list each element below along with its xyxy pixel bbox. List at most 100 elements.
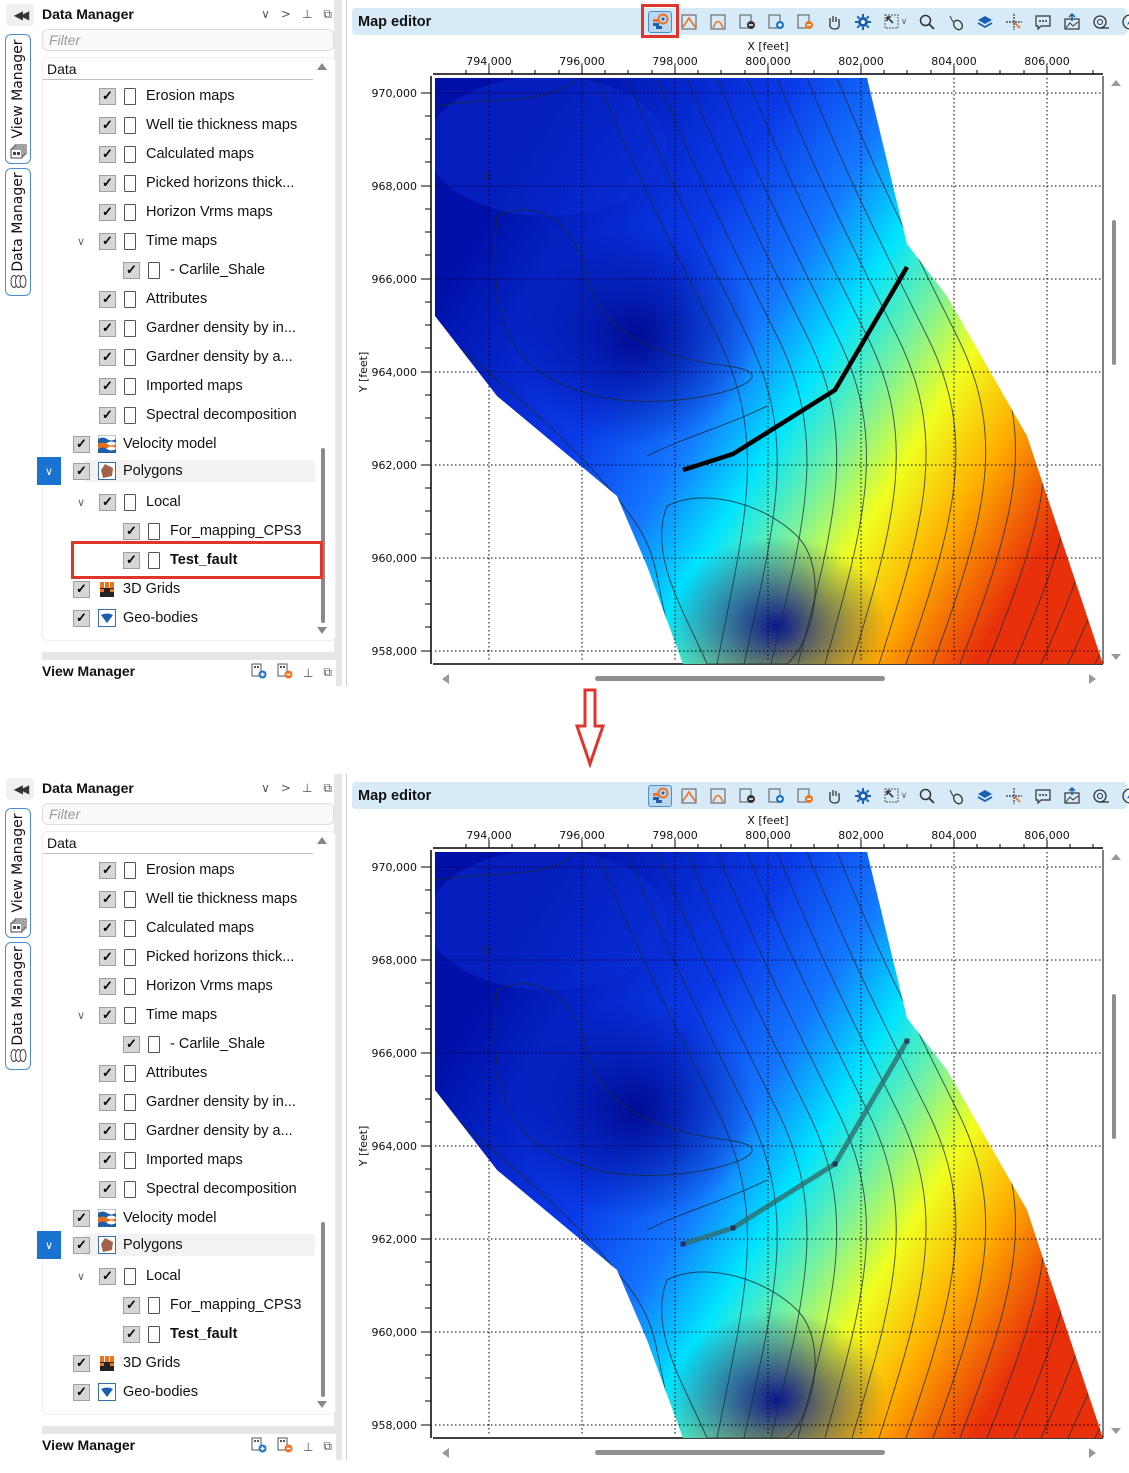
float-window-icon[interactable]: ⧉ <box>323 1439 332 1453</box>
tab-data-manager[interactable]: Data Manager <box>5 942 31 1070</box>
tree-item-spectral-decomposition[interactable]: ✓ Spectral decomposition <box>99 402 297 428</box>
polygon-to-fault-button[interactable] <box>648 784 672 807</box>
chevron-right-icon[interactable]: > <box>280 781 291 795</box>
filter-input[interactable]: Filter <box>42 29 334 51</box>
zoom-button[interactable] <box>915 785 939 807</box>
visibility-checkbox[interactable]: ✓ <box>99 87 116 105</box>
digitize-horizon-alt-button[interactable] <box>706 785 730 807</box>
visibility-checkbox[interactable]: ✓ <box>99 1151 116 1169</box>
tree-item-time-maps[interactable]: ∨ ✓ Time maps <box>75 1002 217 1028</box>
add-point-button[interactable] <box>764 785 788 807</box>
tree-item-local[interactable]: ∨ ✓ Local <box>75 489 181 515</box>
tree-item-carlile-shale[interactable]: ✓ - Carlile_Shale <box>123 1031 265 1057</box>
polygon-to-fault-button[interactable] <box>648 10 672 33</box>
visibility-checkbox[interactable]: ✓ <box>99 890 116 908</box>
float-window-icon[interactable]: ⧉ <box>323 6 332 21</box>
remove-view-icon[interactable] <box>277 1437 293 1456</box>
visibility-checkbox[interactable]: ✓ <box>99 145 116 163</box>
visibility-checkbox[interactable]: ✓ <box>73 462 90 480</box>
visibility-checkbox[interactable]: ✓ <box>73 609 90 627</box>
visibility-checkbox[interactable]: ✓ <box>99 203 116 221</box>
tree-item-test-fault[interactable]: ✓ Test_fault <box>123 547 237 573</box>
visibility-checkbox[interactable]: ✓ <box>99 116 116 134</box>
tree-scrollbar[interactable] <box>321 1222 325 1397</box>
compass-button[interactable]: ∨ <box>1118 785 1129 807</box>
visibility-checkbox[interactable]: ✓ <box>123 1296 140 1314</box>
layers-button[interactable] <box>973 11 997 33</box>
digitize-horizon-button[interactable] <box>677 11 701 33</box>
tree-item-for-mapping-cps3[interactable]: ✓ For_mapping_CPS3 <box>123 1292 301 1318</box>
visibility-checkbox[interactable]: ✓ <box>123 261 140 279</box>
visibility-checkbox[interactable]: ✓ <box>99 1093 116 1111</box>
visibility-checkbox[interactable]: ✓ <box>99 977 116 995</box>
add-view-icon[interactable] <box>251 663 267 682</box>
pin-icon[interactable]: ⊥ <box>302 1439 314 1454</box>
tree-item-attributes[interactable]: ✓ Attributes <box>99 286 207 312</box>
measure-button[interactable] <box>1089 785 1113 807</box>
chevron-down-icon[interactable]: ∨ <box>76 1270 86 1283</box>
tree-item-time-maps[interactable]: ∨ ✓ Time maps <box>75 228 217 254</box>
visibility-checkbox[interactable]: ✓ <box>123 551 140 569</box>
pointer-button[interactable] <box>944 11 968 33</box>
tree-item-geo-bodies[interactable]: ✓ Geo-bodies <box>73 1379 198 1405</box>
digitize-horizon-alt-button[interactable] <box>706 11 730 33</box>
visibility-checkbox[interactable]: ✓ <box>123 1035 140 1053</box>
visibility-checkbox[interactable]: ✓ <box>99 1064 116 1082</box>
visibility-checkbox[interactable]: ✓ <box>123 522 140 540</box>
contour-map[interactable]: X [feet] 794,000 796,000 798,000 800,000 802,… <box>347 36 1127 670</box>
tree-item-gardner-density-by-a[interactable]: ✓ Gardner density by a... <box>99 1118 293 1144</box>
tab-data-manager[interactable]: Data Manager <box>5 168 31 296</box>
tree-item-horizon-vrms-maps[interactable]: ✓ Horizon Vrms maps <box>99 973 273 999</box>
add-point-button[interactable] <box>764 11 788 33</box>
visibility-checkbox[interactable]: ✓ <box>99 1006 116 1024</box>
add-view-icon[interactable] <box>251 1437 267 1456</box>
tree-item-test-fault[interactable]: ✓ Test_fault <box>123 1321 237 1347</box>
visibility-checkbox[interactable]: ✓ <box>99 1122 116 1140</box>
pan-hand-button[interactable] <box>822 11 846 33</box>
tree-item-well-tie-thickness-maps[interactable]: ✓ Well tie thickness maps <box>99 886 297 912</box>
visibility-checkbox[interactable]: ✓ <box>99 1180 116 1198</box>
layers-button[interactable] <box>973 785 997 807</box>
comment-button[interactable] <box>1031 785 1055 807</box>
visibility-checkbox[interactable]: ✓ <box>123 1325 140 1343</box>
collapse-dock-button[interactable]: ◀◀ <box>6 778 34 800</box>
tree-scrollbar[interactable] <box>321 448 325 623</box>
comment-button[interactable] <box>1031 11 1055 33</box>
chevron-down-icon[interactable]: ∨ <box>261 781 270 795</box>
visibility-checkbox[interactable]: ✓ <box>73 1354 90 1372</box>
selection-marker[interactable]: ∨ <box>37 1231 61 1259</box>
visibility-checkbox[interactable]: ✓ <box>99 377 116 395</box>
visibility-checkbox[interactable]: ✓ <box>73 1209 90 1227</box>
visibility-checkbox[interactable]: ✓ <box>99 861 116 879</box>
scroll-down-arrow[interactable] <box>317 1401 327 1408</box>
visibility-checkbox[interactable]: ✓ <box>99 319 116 337</box>
remove-point-button[interactable] <box>735 785 759 807</box>
select-area-button[interactable]: ∨ <box>880 785 910 807</box>
visibility-checkbox[interactable]: ✓ <box>99 919 116 937</box>
tree-item-3d-grids[interactable]: ✓ 3D Grids <box>73 576 180 602</box>
horizontal-scrollbar[interactable] <box>442 672 1102 686</box>
chevron-right-icon[interactable]: > <box>280 7 291 21</box>
select-area-button[interactable]: ∨ <box>880 11 910 33</box>
tree-item-imported-maps[interactable]: ✓ Imported maps <box>99 1147 243 1173</box>
visibility-checkbox[interactable]: ✓ <box>99 348 116 366</box>
collapse-dock-button[interactable]: ◀◀ <box>6 4 34 26</box>
tree-item-polygons[interactable]: ✓ Polygons <box>73 1232 183 1258</box>
tree-item-imported-maps[interactable]: ✓ Imported maps <box>99 373 243 399</box>
tree-item-picked-horizons-thick[interactable]: ✓ Picked horizons thick... <box>99 944 294 970</box>
visibility-checkbox[interactable]: ✓ <box>73 580 90 598</box>
pin-icon[interactable]: ⊥ <box>301 7 313 21</box>
settings-gear-button[interactable] <box>851 785 875 807</box>
crosshair-button[interactable] <box>1002 785 1026 807</box>
chevron-down-icon[interactable]: ∨ <box>76 235 86 248</box>
scroll-up-arrow[interactable] <box>317 63 327 70</box>
visibility-checkbox[interactable]: ✓ <box>99 1267 116 1285</box>
visibility-checkbox[interactable]: ✓ <box>99 174 116 192</box>
float-window-icon[interactable]: ⧉ <box>323 665 332 679</box>
scroll-down-arrow[interactable] <box>317 627 327 634</box>
tree-item-polygons[interactable]: ✓ Polygons <box>73 458 183 484</box>
tree-item-gardner-density-by-a[interactable]: ✓ Gardner density by a... <box>99 344 293 370</box>
measure-button[interactable] <box>1089 11 1113 33</box>
visibility-checkbox[interactable]: ✓ <box>73 1383 90 1401</box>
tree-item-local[interactable]: ∨ ✓ Local <box>75 1263 181 1289</box>
